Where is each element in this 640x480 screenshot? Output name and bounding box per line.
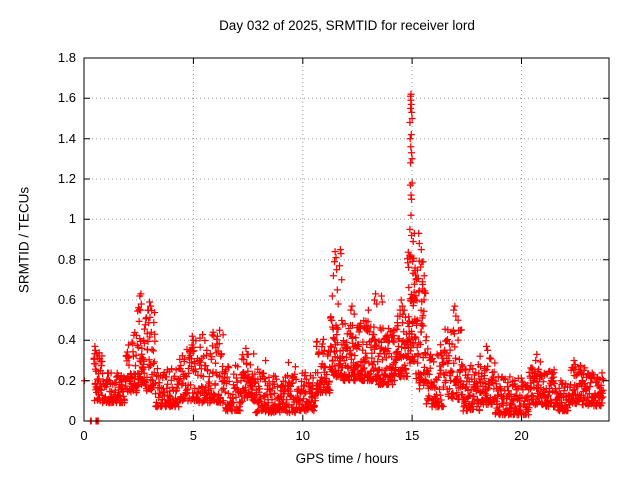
x-tick-label: 15 [404, 428, 420, 443]
chart-title: Day 032 of 2025, SRMTID for receiver lor… [219, 18, 475, 33]
x-tick-label: 5 [189, 428, 197, 443]
axis-ticks [83, 57, 609, 422]
scatter-series-srmtid [80, 90, 607, 425]
y-tick-label: 1.4 [57, 130, 76, 146]
y-tick-label: 0 [68, 413, 76, 428]
x-axis-label: GPS time / hours [295, 451, 399, 466]
y-tick-label: 1.8 [57, 50, 76, 65]
y-tick-label: 0.4 [57, 332, 76, 348]
plot-frame [83, 57, 610, 422]
y-tick-label: 0.2 [57, 372, 76, 388]
y-tick-label: 1.2 [57, 171, 76, 186]
x-tick-label: 0 [80, 428, 88, 443]
x-tick-label: 10 [295, 428, 310, 443]
y-tick-label: 0.8 [57, 251, 76, 267]
x-tick-label: 20 [514, 428, 529, 443]
y-tick-label: 1.6 [57, 90, 76, 106]
y-tick-label: 1 [68, 211, 76, 227]
y-tick-label: 0.6 [57, 292, 76, 307]
y-axis-label: SRMTID / TECUs [16, 186, 32, 294]
